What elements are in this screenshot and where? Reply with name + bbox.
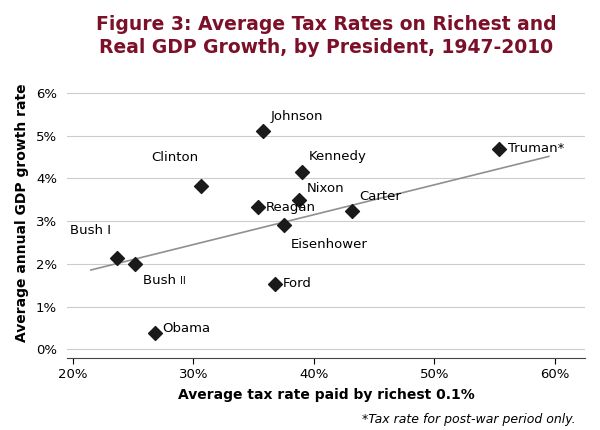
Text: Johnson: Johnson: [271, 110, 323, 123]
Point: [347, 208, 357, 215]
Text: Ford: Ford: [283, 277, 311, 290]
Text: Clinton: Clinton: [151, 151, 198, 164]
Text: II: II: [180, 276, 186, 286]
Point: [196, 182, 205, 189]
Y-axis label: Average annual GDP growth rate: Average annual GDP growth rate: [15, 83, 29, 342]
Point: [259, 128, 268, 135]
Point: [279, 222, 289, 229]
Point: [254, 203, 263, 210]
Text: Eisenhower: Eisenhower: [291, 238, 368, 251]
Text: Carter: Carter: [359, 190, 401, 203]
Text: Nixon: Nixon: [307, 182, 344, 196]
Text: *Tax rate for post-war period only.: *Tax rate for post-war period only.: [362, 413, 576, 426]
Text: Truman*: Truman*: [508, 142, 564, 155]
Text: Kennedy: Kennedy: [309, 150, 367, 163]
Title: Figure 3: Average Tax Rates on Richest and
Real GDP Growth, by President, 1947-2: Figure 3: Average Tax Rates on Richest a…: [95, 15, 556, 58]
Point: [271, 280, 280, 287]
Point: [297, 169, 307, 175]
Text: Bush: Bush: [143, 274, 180, 287]
Text: Bush I: Bush I: [70, 224, 112, 237]
Text: Obama: Obama: [162, 322, 210, 335]
Point: [494, 145, 504, 152]
Point: [113, 255, 122, 262]
Text: Reagan: Reagan: [266, 200, 316, 214]
Point: [295, 197, 304, 203]
Point: [131, 260, 140, 267]
X-axis label: Average tax rate paid by richest 0.1%: Average tax rate paid by richest 0.1%: [178, 388, 474, 402]
Point: [150, 329, 160, 336]
